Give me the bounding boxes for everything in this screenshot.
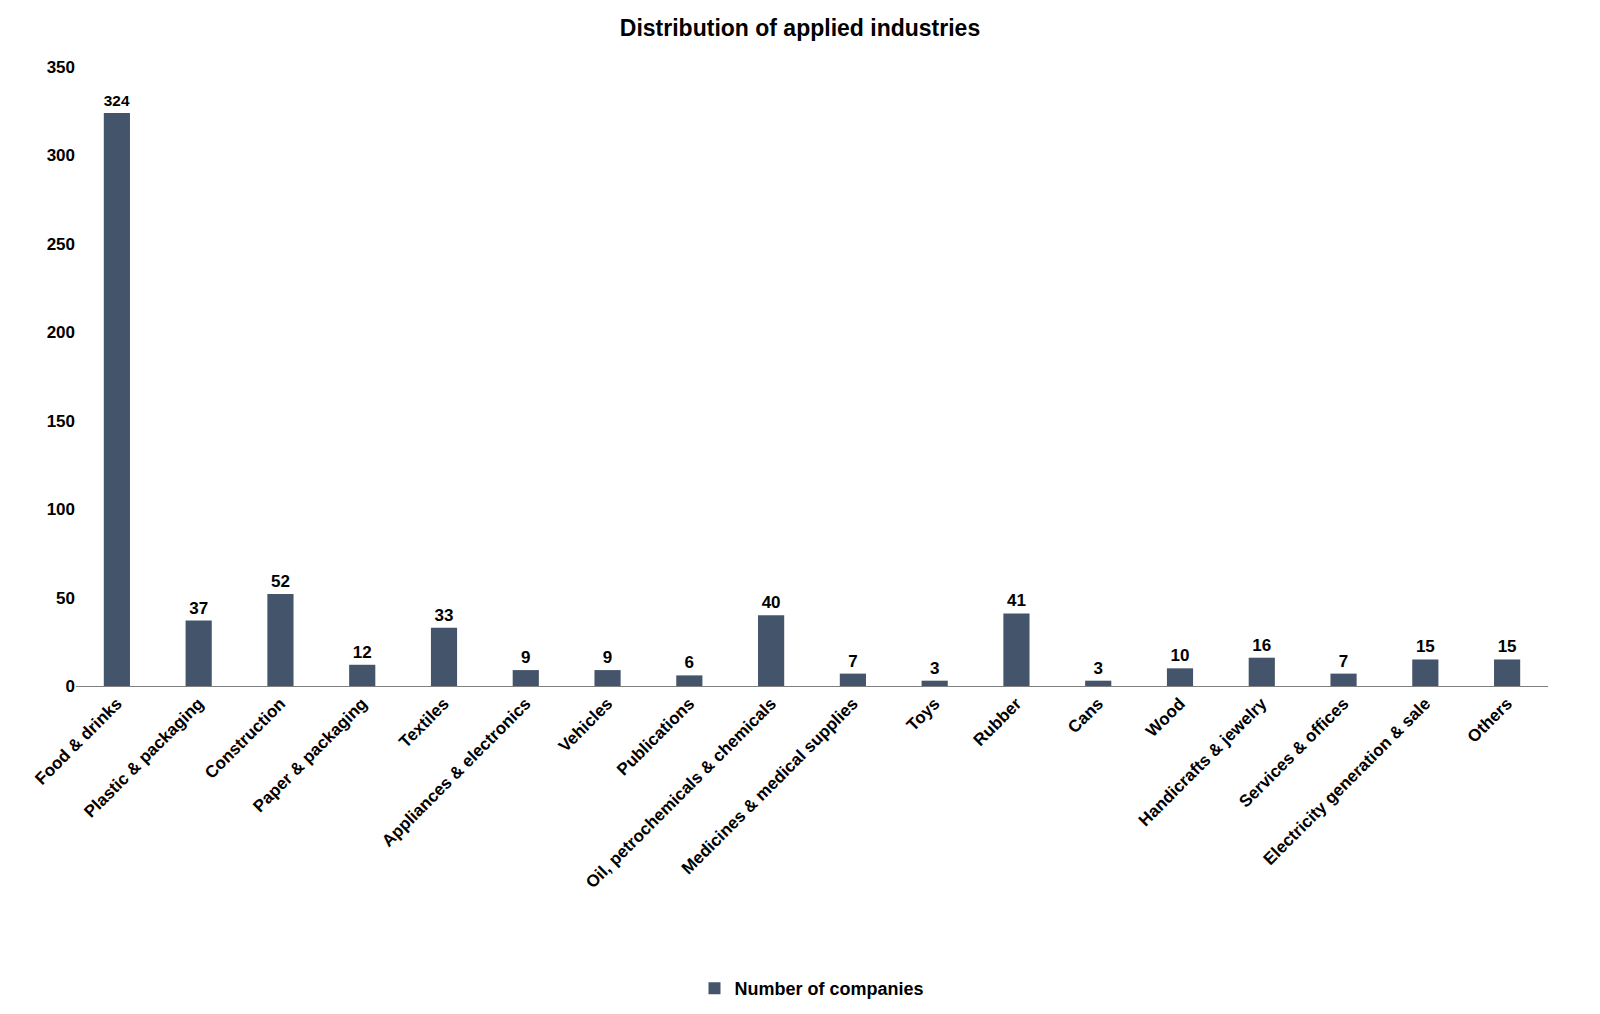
svg-text:Publications: Publications xyxy=(613,694,698,779)
svg-text:200: 200 xyxy=(47,323,75,342)
svg-text:250: 250 xyxy=(47,235,75,254)
svg-text:Paper & packaging: Paper & packaging xyxy=(249,694,371,816)
svg-text:12: 12 xyxy=(353,643,372,662)
svg-text:Wood: Wood xyxy=(1142,694,1189,741)
svg-text:3: 3 xyxy=(1093,659,1102,678)
svg-text:15: 15 xyxy=(1416,637,1435,656)
svg-text:50: 50 xyxy=(56,589,75,608)
svg-text:6: 6 xyxy=(685,653,694,672)
svg-text:9: 9 xyxy=(603,648,612,667)
svg-text:300: 300 xyxy=(47,146,75,165)
svg-text:Plastic & packaging: Plastic & packaging xyxy=(80,694,207,821)
svg-text:Textiles: Textiles xyxy=(396,694,453,751)
svg-text:3: 3 xyxy=(930,659,939,678)
svg-text:Medicines & medical supplies: Medicines & medical supplies xyxy=(678,694,862,878)
svg-text:Toys: Toys xyxy=(903,694,944,735)
svg-text:350: 350 xyxy=(47,58,75,77)
svg-text:Distribution of applied indust: Distribution of applied industries xyxy=(620,15,980,41)
svg-text:37: 37 xyxy=(189,599,208,618)
svg-text:41: 41 xyxy=(1007,591,1026,610)
svg-text:16: 16 xyxy=(1252,636,1271,655)
svg-text:100: 100 xyxy=(47,500,75,519)
svg-text:Cans: Cans xyxy=(1064,694,1107,737)
svg-text:9: 9 xyxy=(521,648,530,667)
svg-text:Vehicles: Vehicles xyxy=(555,694,617,756)
svg-text:150: 150 xyxy=(47,412,75,431)
svg-text:40: 40 xyxy=(762,593,781,612)
svg-text:Food & drinks: Food & drinks xyxy=(31,694,125,788)
svg-text:10: 10 xyxy=(1171,646,1190,665)
svg-text:33: 33 xyxy=(435,606,454,625)
svg-text:Rubber: Rubber xyxy=(970,694,1026,750)
svg-text:52: 52 xyxy=(271,572,290,591)
svg-text:Others: Others xyxy=(1464,694,1516,746)
svg-text:Handicrafts & jewelry: Handicrafts & jewelry xyxy=(1135,694,1271,830)
svg-text:Oil, petrochemicals & chemical: Oil, petrochemicals & chemicals xyxy=(582,694,780,892)
svg-text:15: 15 xyxy=(1498,637,1517,656)
svg-text:Number of companies: Number of companies xyxy=(735,979,924,999)
svg-text:Appliances & electronics: Appliances & electronics xyxy=(378,694,534,850)
svg-text:0: 0 xyxy=(66,677,75,696)
svg-text:7: 7 xyxy=(1339,652,1348,671)
svg-text:Electricity generation & sale: Electricity generation & sale xyxy=(1260,694,1434,868)
svg-text:7: 7 xyxy=(848,652,857,671)
svg-text:Services & offices: Services & offices xyxy=(1235,694,1352,811)
svg-text:324: 324 xyxy=(104,92,130,109)
svg-text:Construction: Construction xyxy=(201,694,289,782)
